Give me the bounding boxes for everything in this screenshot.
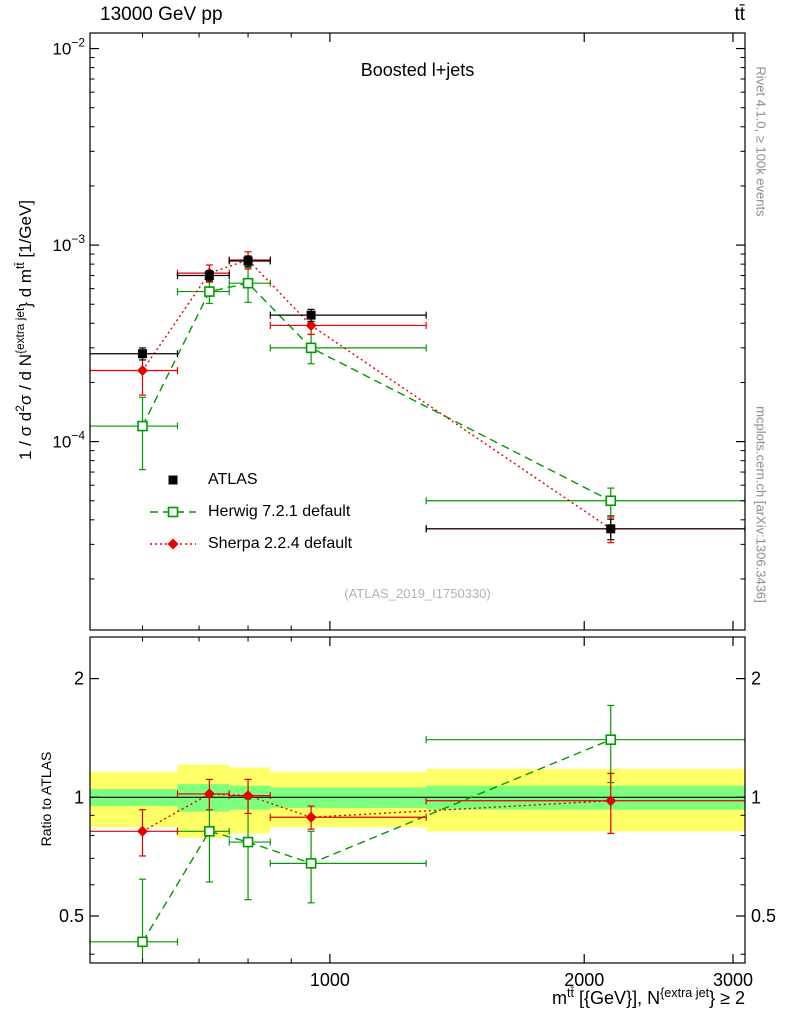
y-label-sup: tt̄ xyxy=(13,262,28,269)
atlas-marker-swatch xyxy=(148,472,198,488)
x-label-text: m xyxy=(552,988,568,1008)
svg-text:10−3: 10−3 xyxy=(52,232,85,255)
observable-title: Boosted l+jets xyxy=(360,60,475,80)
x-label-sup: tt̄ xyxy=(567,986,575,1001)
svg-text:10−4: 10−4 xyxy=(52,429,85,452)
y-label-sup: 2 xyxy=(13,405,28,412)
legend-label-herwig: Herwig 7.2.1 default xyxy=(208,503,351,520)
y-label-text: 1 / σ d xyxy=(16,411,35,461)
x-axis-label: mtt̄ [{GeV}], N{extra jet} ≥ 2 xyxy=(552,986,745,1009)
legend-label-atlas: ATLAS xyxy=(208,471,258,488)
beam-energy-title: 13000 GeV pp xyxy=(100,4,223,25)
svg-text:0.5: 0.5 xyxy=(59,906,84,926)
legend: ATLAS Herwig 7.2.1 default Sherpa 2.2.4 … xyxy=(148,464,352,560)
x-label-text: } ≥ 2 xyxy=(709,988,745,1008)
x-label-sup: {extra jet xyxy=(660,986,710,1001)
y-label-text: } d m xyxy=(16,268,35,308)
svg-text:1: 1 xyxy=(751,787,761,807)
y-label-text: [1/GeV] xyxy=(16,199,35,263)
svg-text:1: 1 xyxy=(74,787,84,807)
y-label-text: σ / d N xyxy=(16,353,35,406)
legend-item-atlas: ATLAS xyxy=(148,464,352,496)
y-label-sup: {extra jet xyxy=(13,307,28,354)
sherpa-marker-swatch xyxy=(148,536,198,552)
svg-text:2000: 2000 xyxy=(564,970,604,990)
legend-label-sherpa: Sherpa 2.2.4 default xyxy=(208,535,353,552)
main-y-axis-label: 1 / σ d2σ / d N{extra jet} d mtt̄ [1/GeV… xyxy=(13,20,36,640)
rivet-version-note: Rivet 4.1.0, ≥ 100k events xyxy=(753,66,769,217)
legend-item-sherpa: Sherpa 2.2.4 default xyxy=(148,528,352,560)
analysis-id-watermark: (ATLAS_2019_I1750330) xyxy=(344,586,491,601)
herwig-marker-swatch xyxy=(148,504,198,520)
svg-text:0.5: 0.5 xyxy=(751,906,776,926)
svg-text:3000: 3000 xyxy=(713,970,753,990)
svg-text:2: 2 xyxy=(74,669,84,689)
process-title: tt̄ xyxy=(734,4,745,25)
legend-item-herwig: Herwig 7.2.1 default xyxy=(148,496,352,528)
ratio-y-axis-label: Ratio to ATLAS xyxy=(38,751,54,847)
mcplots-reference-note: mcplots.cern.ch [arXiv:1306.3436] xyxy=(753,406,769,603)
x-label-text: [{GeV}], N xyxy=(574,988,661,1008)
svg-text:2: 2 xyxy=(751,669,761,689)
svg-text:1000: 1000 xyxy=(310,970,350,990)
svg-text:10−2: 10−2 xyxy=(52,36,85,59)
